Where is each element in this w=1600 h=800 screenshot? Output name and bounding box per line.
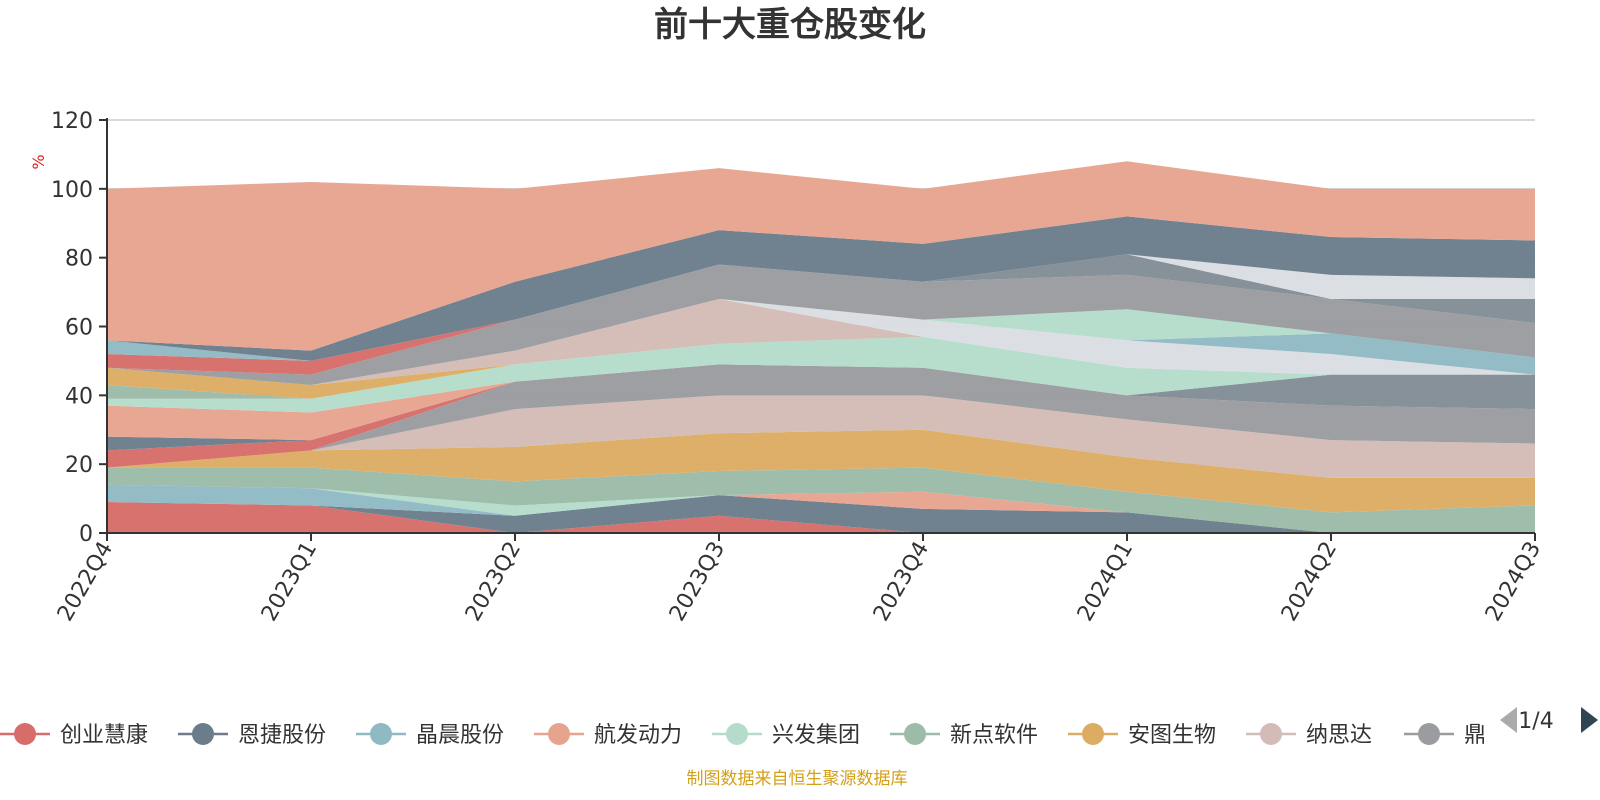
legend-item[interactable]: 纳思达 (1246, 723, 1372, 748)
legend-item[interactable]: 鼎 (1404, 723, 1486, 748)
series-area (107, 484, 1535, 533)
legend-label: 恩捷股份 (238, 723, 326, 748)
series-area (107, 298, 1535, 386)
series-area (107, 495, 1535, 533)
y-tick-label: 0 (79, 522, 93, 547)
series-area (107, 298, 1535, 386)
legend-page-indicator: 1/4 (1518, 709, 1553, 734)
x-tick-label: 2024Q2 (1277, 538, 1342, 626)
x-tick-label: 2024Q3 (1481, 538, 1546, 626)
legend-label: 兴发集团 (772, 723, 860, 748)
series-area (107, 161, 1535, 351)
x-tick-label: 2023Q2 (461, 538, 526, 626)
source-note: 制图数据来自恒生聚源数据库 (687, 769, 908, 789)
series-area (107, 364, 1535, 468)
legend-marker (1260, 723, 1282, 745)
series-area (107, 484, 1535, 533)
series-area (107, 467, 1535, 533)
x-tick-label: 2022Q4 (53, 538, 118, 626)
legend-item[interactable]: 航发动力 (534, 723, 682, 748)
series-area (107, 298, 1535, 386)
series-area (107, 216, 1535, 361)
legend-item[interactable]: 安图生物 (1068, 723, 1216, 748)
series-area (107, 336, 1535, 413)
legend-item[interactable]: 兴发集团 (712, 723, 860, 748)
area-series (107, 161, 1535, 533)
legend-marker (904, 723, 926, 745)
x-tick-label: 2023Q1 (257, 538, 322, 626)
legend-label: 晶晨股份 (416, 723, 504, 748)
series-area (107, 395, 1535, 478)
legend-label: 新点软件 (950, 723, 1038, 748)
legend-label: 创业慧康 (60, 723, 148, 748)
y-tick-label: 100 (51, 178, 93, 203)
legend-marker (14, 723, 36, 745)
legend-label: 纳思达 (1306, 723, 1372, 748)
legend-prev-icon[interactable] (1500, 707, 1517, 733)
series-area (107, 502, 1535, 533)
legend[interactable]: 创业慧康 恩捷股份 晶晨股份 航发动力 兴发集团 新点软件 安图生物 纳思达 鼎 (0, 723, 1486, 748)
series-area (107, 336, 1535, 399)
legend-label: 航发动力 (594, 723, 682, 748)
series-area (107, 364, 1535, 451)
legend-marker (1082, 723, 1104, 745)
legend-marker (726, 723, 748, 745)
y-tick-label: 20 (65, 453, 93, 478)
y-tick-label: 60 (65, 316, 93, 341)
legend-marker (548, 723, 570, 745)
legend-item[interactable]: 创业慧康 (0, 723, 148, 748)
legend-pager: 1/4 (1500, 707, 1598, 734)
series-area (107, 264, 1535, 386)
legend-item[interactable]: 新点软件 (890, 723, 1038, 748)
legend-marker (192, 723, 214, 745)
y-tick-label: 120 (51, 109, 93, 134)
x-tick-label: 2023Q4 (869, 538, 934, 626)
y-tick-label: 80 (65, 247, 93, 272)
legend-label: 鼎 (1464, 723, 1486, 748)
legend-item[interactable]: 恩捷股份 (178, 723, 326, 748)
chart-title: 前十大重仓股变化 (654, 5, 926, 45)
legend-marker (1418, 723, 1440, 745)
x-tick-label: 2023Q3 (665, 538, 730, 626)
y-tick-label: 40 (65, 384, 93, 409)
series-area (107, 298, 1535, 386)
y-axis-unit: % (29, 154, 48, 169)
series-area (107, 429, 1535, 513)
x-tick-label: 2024Q1 (1073, 538, 1138, 626)
legend-item[interactable]: 晶晨股份 (356, 723, 504, 748)
series-area (107, 364, 1535, 441)
legend-marker (370, 723, 392, 745)
legend-label: 安图生物 (1128, 723, 1216, 748)
legend-next-icon[interactable] (1581, 707, 1598, 733)
series-area (107, 254, 1535, 375)
